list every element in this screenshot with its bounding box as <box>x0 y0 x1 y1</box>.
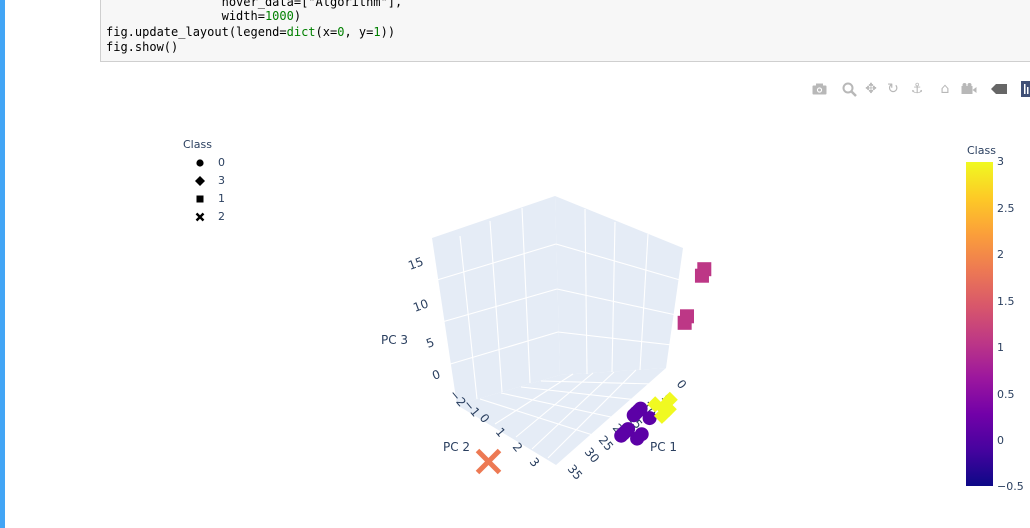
legend-item-class-1[interactable]: 1 <box>193 192 253 206</box>
legend-label: 1 <box>218 192 225 205</box>
x-tick-label: 30 <box>582 445 603 466</box>
colorbar-tick: 2 <box>997 248 1004 261</box>
zoom-icon[interactable] <box>840 80 858 98</box>
x-tick-label: 25 <box>596 433 617 454</box>
data-point-class-1[interactable] <box>677 315 692 330</box>
square-marker-icon <box>193 192 207 206</box>
diamond-marker-icon <box>193 174 207 188</box>
code-line: width=1000) <box>106 9 302 23</box>
legend-label: 0 <box>218 156 225 169</box>
code-line: hover_data=["Algorithm"], <box>106 0 403 9</box>
data-point-class-0[interactable] <box>630 431 645 446</box>
colorbar-tick: −0.5 <box>997 480 1024 493</box>
colorbar-tick: 3 <box>997 155 1004 168</box>
z-axis: PC 3 0 5 10 15 <box>381 254 442 382</box>
home-icon[interactable]: ⌂ <box>940 81 950 97</box>
hover-toggle-icon[interactable] <box>990 80 1008 98</box>
code-line: fig.show() <box>106 40 179 54</box>
pan-icon[interactable]: ✥ <box>865 81 877 97</box>
x-tick-label: 0 <box>674 377 690 392</box>
legend-label: 3 <box>218 174 225 187</box>
z-tick-label: 10 <box>411 296 430 314</box>
colorbar-tick: 2.5 <box>997 202 1015 215</box>
data-point-class-1[interactable] <box>694 268 709 283</box>
plot-modebar: ✥ ↻ ⚓ ⌂ <box>808 80 1030 100</box>
colorbar: Class 3 2.5 2 1.5 1 0.5 0 −0.5 <box>966 144 1030 494</box>
colorbar-tick: 1.5 <box>997 295 1015 308</box>
colorbar-tick: 0.5 <box>997 388 1015 401</box>
colorbar-title: Class <box>967 144 996 157</box>
legend-item-class-0[interactable]: 0 <box>193 156 253 170</box>
z-tick-label: 5 <box>424 335 436 351</box>
camera-icon[interactable] <box>810 80 828 98</box>
legend-item-class-2[interactable]: 2 <box>193 210 253 224</box>
data-point-class-0[interactable] <box>626 408 641 423</box>
z-axis-label: PC 3 <box>381 333 408 347</box>
colorbar-tick: 1 <box>997 341 1004 354</box>
data-point-class-0[interactable] <box>642 411 657 426</box>
code-cell[interactable]: hover_data=["Algorithm"], width=1000) fi… <box>100 0 1030 62</box>
legend-title: Class <box>183 138 212 151</box>
code-line: fig.update_layout(legend=dict(x=0, y=1)) <box>106 25 396 39</box>
scene-grid <box>436 207 681 459</box>
z-tick-label: 0 <box>430 367 442 383</box>
y-tick-label: 3 <box>527 455 543 470</box>
data-point-class-3[interactable] <box>647 396 664 413</box>
plotly-logo-icon[interactable] <box>1018 80 1030 98</box>
camera-reset-icon[interactable] <box>960 80 978 98</box>
data-point-class-3[interactable] <box>661 391 678 408</box>
x-marker-icon <box>193 210 207 224</box>
data-point-class-3[interactable] <box>660 401 677 418</box>
y-axis-label: PC 2 <box>443 440 470 454</box>
circle-marker-icon <box>193 156 207 170</box>
turntable-icon[interactable]: ⚓ <box>910 81 924 97</box>
data-markers[interactable] <box>475 262 712 475</box>
x-axis-label: PC 1 <box>650 440 677 454</box>
z-tick-label: 15 <box>406 254 425 272</box>
legend-label: 2 <box>218 210 225 223</box>
data-point-class-2[interactable] <box>475 448 502 475</box>
x-tick-label: 35 <box>565 462 586 483</box>
colorbar-gradient <box>966 162 993 486</box>
cell-selection-rail <box>0 0 5 528</box>
data-point-class-0[interactable] <box>614 428 629 443</box>
colorbar-tick: 0 <box>997 434 1004 447</box>
orbit-rotate-icon[interactable]: ↻ <box>887 81 899 97</box>
y-tick-label: 2 <box>510 440 526 455</box>
legend-item-class-3[interactable]: 3 <box>193 174 253 188</box>
